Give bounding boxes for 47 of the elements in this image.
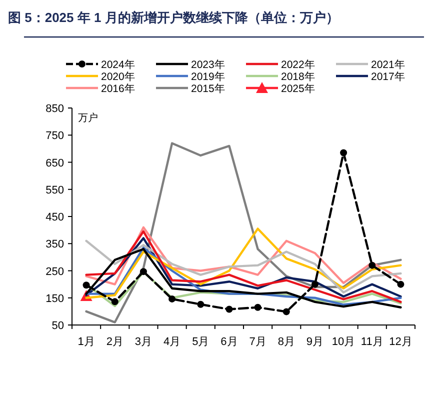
y-tick-label: 50: [52, 320, 64, 332]
legend-label: 2024年: [101, 59, 136, 71]
point: [140, 268, 147, 276]
x-tick-label: 8月: [278, 336, 295, 348]
y-tick-label: 450: [46, 212, 64, 224]
x-tick-label: 12月: [389, 336, 412, 348]
point: [197, 300, 204, 308]
point: [82, 282, 90, 289]
title: 图 5：2025 年 1 月的新增开户数继续下降（单位：万户）: [8, 10, 339, 25]
x-tick-label: 2月: [106, 336, 124, 348]
point: [340, 149, 348, 156]
legend-label: 2023年: [191, 59, 226, 71]
x-tick-label: 9月: [306, 336, 324, 348]
point: [282, 308, 290, 316]
legend-label: 2021年: [371, 59, 406, 71]
legend-label: 2019年: [191, 71, 226, 83]
y-tick-label: 850: [46, 103, 64, 115]
y-tick-label: 150: [46, 292, 64, 305]
legend-label: 2016年: [101, 83, 136, 95]
legend-label: 2018年: [281, 71, 316, 83]
x-tick-label: 3月: [134, 336, 152, 348]
line-series: [85, 226, 402, 286]
y-tick-label: 250: [46, 266, 64, 278]
point: [368, 262, 376, 269]
legend-label: 2017年: [371, 71, 406, 83]
point: [311, 280, 318, 288]
x-tick-label: 11月: [360, 336, 384, 348]
point: [226, 306, 233, 313]
y-tick-label: 750: [46, 130, 64, 142]
x-tick-label: 4月: [163, 336, 181, 348]
legend-label: 2025年: [281, 83, 316, 95]
x-tick-label: 10月: [332, 336, 356, 348]
legend-label: 2015年: [191, 83, 226, 95]
y-axis-title: 万户: [78, 112, 98, 124]
x-tick-label: 1月: [78, 336, 95, 348]
x-tick-label: 7月: [249, 336, 266, 348]
legend-label: 2020年: [101, 71, 136, 83]
point: [111, 298, 118, 306]
point: [168, 295, 176, 302]
legend-label: 2022年: [281, 59, 316, 71]
point: [397, 280, 404, 288]
point: [254, 304, 262, 311]
x-tick-label: 6月: [220, 336, 238, 348]
y-tick-label: 650: [46, 157, 64, 170]
x-tick-label: 5月: [192, 336, 210, 348]
y-tick-label: 550: [46, 184, 64, 196]
y-tick-label: 350: [46, 238, 64, 251]
